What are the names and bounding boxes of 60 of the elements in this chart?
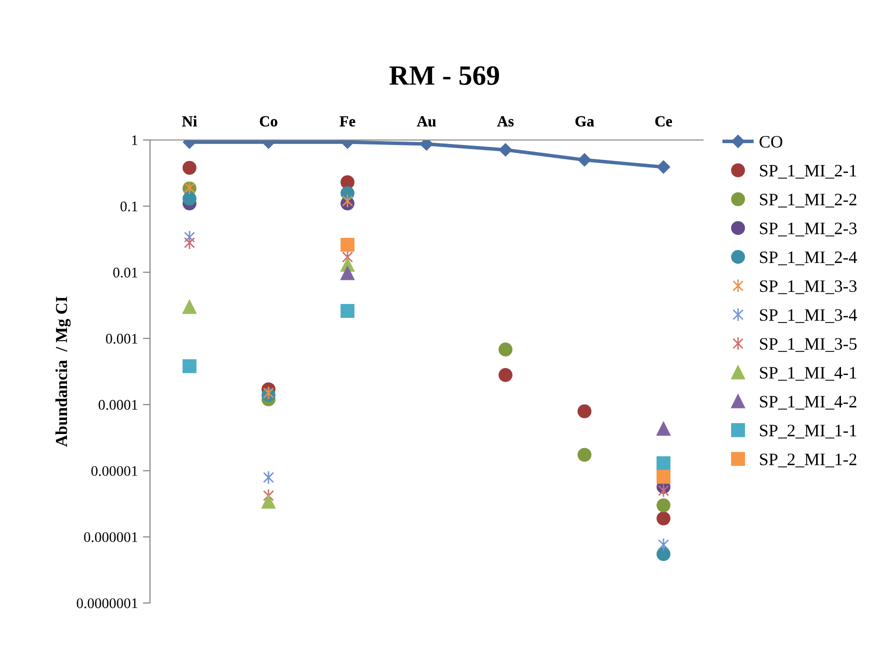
point xyxy=(262,470,274,484)
point xyxy=(656,422,670,436)
legend-label: CO xyxy=(760,136,782,148)
point xyxy=(342,194,354,208)
point xyxy=(184,230,196,244)
legend-label: SP_2_MI_1-1 xyxy=(760,424,856,438)
point xyxy=(182,359,196,374)
legend-label: SP_1_MI_3-3 xyxy=(760,280,857,294)
point xyxy=(420,140,434,151)
y-axis-title: Abundancia / Mg CI xyxy=(55,296,71,447)
point xyxy=(342,250,354,264)
point xyxy=(578,404,592,418)
point xyxy=(578,448,592,462)
y-tick-label: 1 xyxy=(132,135,138,146)
legend-label: SP_2_MI_1-2 xyxy=(760,454,856,468)
legend-label: SP_1_MI_2-2 xyxy=(760,194,856,208)
x-tick-label: Co xyxy=(260,116,278,126)
point xyxy=(262,488,274,503)
y-tick-label: 0.01 xyxy=(113,268,138,278)
point xyxy=(340,266,354,280)
x-tick-label: Fe xyxy=(340,116,356,126)
x-tick-label: Ni xyxy=(182,116,197,126)
point xyxy=(656,498,670,512)
y-tick-label: 0.00001 xyxy=(91,466,138,476)
point xyxy=(340,238,354,252)
x-tick-label: Ce xyxy=(655,116,672,126)
point xyxy=(656,470,670,484)
legend-label: SP_1_MI_3-4 xyxy=(760,309,857,323)
point xyxy=(184,236,196,250)
point xyxy=(658,538,670,552)
y-tick-label: 0.0000001 xyxy=(76,598,138,608)
point xyxy=(656,160,670,174)
legend-label: SP_1_MI_4-1 xyxy=(760,366,856,381)
point xyxy=(262,494,276,509)
legend-label: SP_1_MI_2-4 xyxy=(760,251,857,266)
x-tick-label: Ga xyxy=(575,116,594,126)
legend-label: SP_1_MI_2-3 xyxy=(760,222,857,236)
point xyxy=(656,456,670,470)
point xyxy=(658,484,670,498)
y-tick-label: 0.001 xyxy=(106,334,138,344)
point xyxy=(340,175,354,190)
y-tick-label: 0.1 xyxy=(120,202,138,212)
point xyxy=(498,368,512,382)
point xyxy=(578,153,592,166)
point xyxy=(498,143,512,156)
y-tick-label: 0.000001 xyxy=(84,532,138,542)
legend-label: SP_1_MI_3-5 xyxy=(760,338,857,352)
point xyxy=(656,547,670,561)
point xyxy=(340,304,354,318)
point xyxy=(182,300,196,314)
chart-title: RM - 569 xyxy=(389,66,500,85)
x-tick-label: Au xyxy=(416,116,436,127)
legend-label: SP_1_MI_2-1 xyxy=(760,164,856,179)
point xyxy=(498,342,512,356)
legend-label: SP_1_MI_4-2 xyxy=(760,396,856,410)
point xyxy=(182,192,196,206)
point xyxy=(182,160,196,175)
x-tick-label: As xyxy=(497,116,514,126)
point xyxy=(656,511,670,526)
y-tick-label: 0.0001 xyxy=(98,400,138,410)
